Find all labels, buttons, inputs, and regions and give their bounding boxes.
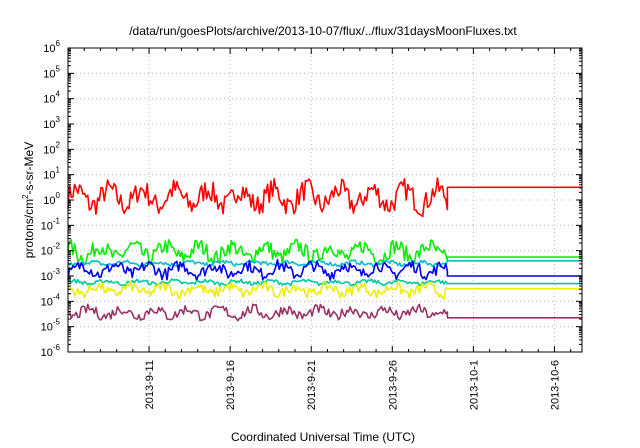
- x-tick-label: 2013-9-26: [387, 360, 399, 410]
- y-tick-label: 10-4: [41, 292, 61, 308]
- x-axis-title: Coordinated Universal Time (UTC): [231, 430, 415, 444]
- y-axis-title-units: -s-sr-MeV: [22, 142, 36, 195]
- y-tick-label: 10-3: [41, 267, 61, 283]
- series-line-3: [67, 259, 582, 268]
- y-tick-label: 105: [43, 64, 60, 80]
- x-tick-label: 2013-9-21: [306, 360, 318, 410]
- x-tick-label: 2013-10-1: [468, 360, 480, 410]
- series-line-6: [67, 280, 582, 300]
- grid-lines: [68, 48, 582, 352]
- series-line-5: [67, 278, 582, 287]
- y-tick-label: 10-1: [41, 216, 61, 232]
- y-tick-label: 10-5: [41, 318, 61, 334]
- x-axis: 2013-9-11 2013-9-16 2013-9-21 2013-9-26 2013…: [67, 48, 572, 410]
- series-line-1: [67, 177, 582, 218]
- series-line-2: [67, 238, 582, 267]
- series-line-4: [67, 258, 582, 281]
- y-axis-title-superscript: 2: [21, 194, 30, 199]
- y-axis-title-main: protons/cm: [22, 199, 36, 258]
- y-axis-title: protons/cm2-s-sr-MeV: [21, 142, 36, 258]
- x-tick-label: 2013-10-6: [549, 360, 561, 410]
- y-tick-label: 100: [43, 191, 60, 207]
- y-tick-label: 10-2: [41, 242, 61, 258]
- y-tick-label: 101: [43, 166, 60, 182]
- y-tick-label: 10-6: [41, 343, 61, 359]
- chart-title: /data/run/goesPlots/archive/2013-10-07/f…: [129, 24, 517, 38]
- x-tick-label: 2013-9-11: [144, 360, 156, 409]
- series-layer: [67, 177, 582, 322]
- y-tick-label: 106: [43, 39, 60, 55]
- y-axis: 10-6 10-5 10-4 10-3 10-2 10-1 100 101 102 103 104 1…: [41, 39, 582, 359]
- series-line-7: [67, 303, 582, 322]
- y-tick-label: 102: [43, 140, 60, 156]
- y-tick-label: 104: [43, 90, 60, 106]
- y-tick-label: 103: [43, 115, 60, 131]
- x-tick-label: 2013-9-16: [225, 360, 237, 410]
